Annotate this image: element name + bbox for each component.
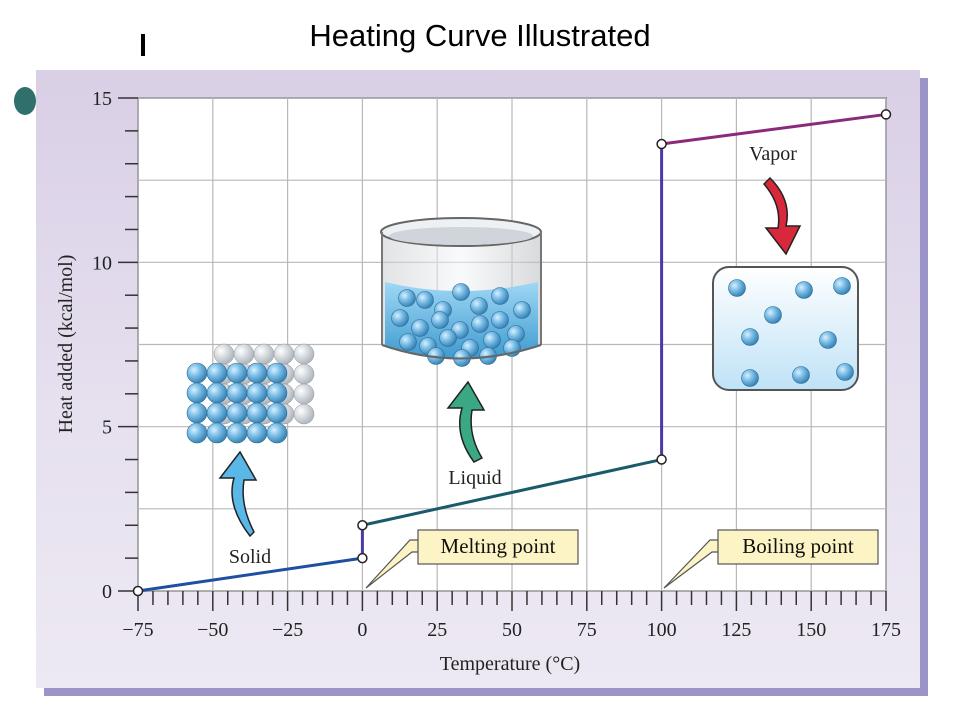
x-tick-label: −75: [122, 619, 153, 641]
liquid-particle: [391, 309, 409, 327]
vapor-particle: [836, 363, 854, 381]
solid-particle: [206, 382, 228, 404]
vapor-particle: [728, 279, 746, 297]
solid-particle: [246, 422, 268, 444]
solid-particle: [186, 422, 208, 444]
solid-particle: [273, 343, 295, 365]
solid-particle: [293, 403, 315, 425]
solid-particle: [293, 343, 315, 365]
solid-particle: [293, 383, 315, 405]
melting-point-callout: Melting point: [365, 529, 579, 589]
solid-particle: [206, 362, 228, 384]
vapor-particle: [764, 306, 782, 324]
vapor-particle: [795, 281, 813, 299]
x-tick-label: 75: [577, 619, 597, 641]
vapor-particle: [741, 328, 759, 346]
liquid-beaker-illustration: [380, 217, 542, 367]
x-tick-label: 100: [647, 619, 677, 641]
solid-segment: [137, 556, 363, 593]
x-tick-label: 50: [502, 619, 522, 641]
solid-particle: [233, 343, 255, 365]
y-tick-label: 10: [92, 252, 112, 274]
liquid-particle: [513, 301, 531, 319]
liquid-arrow-icon: [446, 380, 486, 463]
y-tick-label: 0: [102, 581, 112, 603]
heating-curve-series: [132, 109, 892, 597]
solid-particle: [266, 382, 288, 404]
curve-point-marker: [132, 585, 144, 597]
liquid-particle: [491, 287, 509, 305]
liquid-particle: [483, 331, 501, 349]
solid-particle: [213, 343, 235, 365]
solid-arrow-icon: [218, 450, 258, 538]
liquid-particle: [411, 319, 429, 337]
vapor-particle: [819, 331, 837, 349]
curve-point-marker: [880, 109, 892, 120]
liquid-particle: [491, 311, 509, 329]
liquid-particle: [452, 283, 470, 301]
liquid-particle: [471, 315, 489, 333]
boiling-point-label: Boiling point: [742, 534, 854, 558]
liquid-particle: [416, 291, 434, 309]
title-tick-mark: [141, 34, 145, 56]
liquid-segment: [362, 458, 662, 527]
solid-particle: [226, 422, 248, 444]
curve-point-marker: [357, 552, 368, 564]
vapor-arrow-icon: [762, 176, 802, 256]
solid-particle: [206, 402, 228, 424]
slide-title: Heating Curve Illustrated: [309, 18, 651, 53]
liquid-particle: [439, 329, 457, 347]
solid-particle: [266, 362, 288, 384]
x-tick-label: 125: [721, 619, 751, 641]
curve-point-marker: [656, 454, 667, 465]
boiling-point-callout: Boiling point: [663, 529, 879, 589]
solid-particle: [253, 343, 275, 365]
y-tick-label: 15: [92, 88, 112, 110]
solid-particle: [246, 362, 268, 384]
liquid-particle: [470, 297, 488, 315]
solid-label: Solid: [229, 546, 271, 568]
solid-particle: [246, 402, 268, 424]
vapor-box-illustration: [712, 266, 859, 391]
vapor-particle: [741, 369, 759, 387]
solid-particle: [266, 422, 288, 444]
solid-particle: [266, 402, 288, 424]
vapor-particle: [833, 277, 851, 295]
x-axis-title: Temperature (°C): [440, 653, 580, 675]
solid-particle: [186, 382, 208, 404]
x-tick-label: 25: [427, 619, 447, 641]
solid-particle: [226, 402, 248, 424]
solid-particle: [186, 402, 208, 424]
axis-ticks: −75 −50 −25 0 25 50 75 100 125 150 175 0 5 10 15: [92, 88, 901, 641]
x-tick-label: −25: [272, 619, 303, 641]
solid-particle: [246, 382, 268, 404]
y-axis-title: Heat added (kcal/mol): [55, 255, 77, 434]
solid-particle: [186, 362, 208, 384]
vapor-segment: [661, 112, 887, 146]
vapor-particle: [792, 366, 810, 384]
solid-particle: [293, 363, 315, 385]
liquid-particle: [399, 333, 417, 351]
solid-crystal-illustration: [186, 343, 315, 444]
vapor-label: Vapor: [749, 143, 797, 165]
y-tick-label: 5: [102, 417, 112, 439]
solid-particle: [226, 382, 248, 404]
x-tick-label: 175: [871, 619, 901, 641]
liquid-label: Liquid: [448, 467, 501, 489]
curve-point-marker: [357, 520, 368, 531]
x-tick-label: −50: [197, 619, 228, 641]
solid-particle: [226, 362, 248, 384]
liquid-particle: [431, 311, 449, 329]
curve-point-marker: [656, 138, 667, 150]
solid-particle: [206, 422, 228, 444]
melting-point-label: Melting point: [441, 534, 556, 558]
x-tick-label: 150: [796, 619, 826, 641]
x-tick-label: 0: [357, 619, 367, 641]
liquid-particle: [398, 289, 416, 307]
slide-bullet: [14, 87, 36, 115]
